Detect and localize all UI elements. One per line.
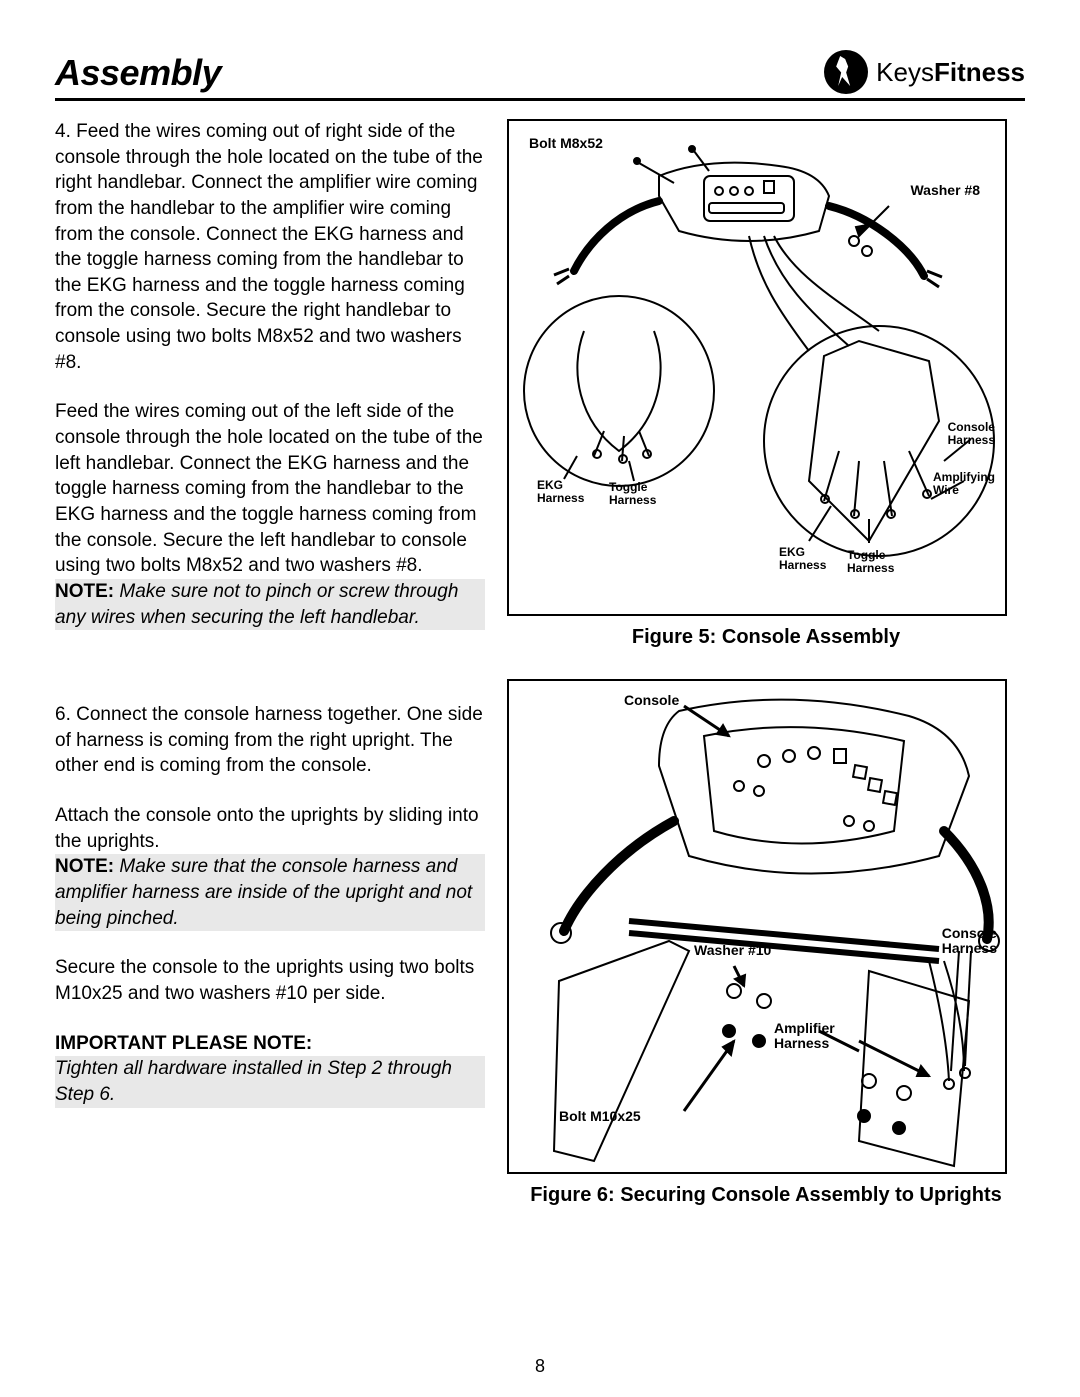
fig6-label-console-harness: Console Harness <box>942 926 997 957</box>
page-header: Assembly KeysFitness <box>55 50 1025 101</box>
fig5-label-toggle-l: Toggle Harness <box>609 481 656 507</box>
figure-6-drawing <box>509 681 1005 1172</box>
note-1: NOTE: Make sure not to pinch or screw th… <box>55 579 485 630</box>
figure-6-caption: Figure 6: Securing Console Assembly to U… <box>507 1184 1025 1207</box>
brand-text: KeysFitness <box>876 57 1025 88</box>
fig6-label-amp-harness: Amplifier Harness <box>774 1021 835 1052</box>
content-area: 4. Feed the wires coming out of right si… <box>55 119 1025 1207</box>
fig5-label-washer: Washer #8 <box>910 183 980 198</box>
brand: KeysFitness <box>824 50 1025 94</box>
note-2: NOTE: Make sure that the console har­nes… <box>55 854 485 931</box>
brand-light: Keys <box>876 57 934 87</box>
fig5-label-amp-wire: Amplifying Wire <box>933 471 995 497</box>
important-body: Tighten all hardware installed in Step 2… <box>55 1056 485 1107</box>
fig5-label-ekg-l: EKG Harness <box>537 479 584 505</box>
note-2-body: Make sure that the console har­ness and … <box>55 856 472 928</box>
figures-column: Bolt M8x52 Washer #8 EKG Harness Toggle … <box>507 119 1025 1207</box>
figure-5-box: Bolt M8x52 Washer #8 EKG Harness Toggle … <box>507 119 1007 616</box>
step-6-para-2: Attach the console onto the uprights by … <box>55 803 485 854</box>
step-4-para-2: Feed the wires coming out of the left si… <box>55 399 485 578</box>
note-1-label: NOTE: <box>55 581 114 602</box>
page-number: 8 <box>0 1356 1080 1377</box>
step-4-para-1: 4. Feed the wires coming out of right si… <box>55 119 485 375</box>
note-1-body: Make sure not to pinch or screw through … <box>55 581 458 628</box>
step-6-para-3: Secure the console to the uprights using… <box>55 955 485 1006</box>
fig5-label-bolt: Bolt M8x52 <box>529 136 603 151</box>
fig5-label-console-harness: Console Harness <box>948 421 995 447</box>
figure-5-caption: Figure 5: Console Assembly <box>507 626 1025 649</box>
important-heading: IMPORTANT PLEASE NOTE: <box>55 1031 485 1057</box>
fig6-label-console: Console <box>624 693 679 708</box>
fig6-label-washer10: Washer #10 <box>694 943 771 958</box>
fig5-label-toggle-r: Toggle Harness <box>847 549 894 575</box>
fig6-label-bolt10: Bolt M10x25 <box>559 1109 641 1124</box>
instructions-column: 4. Feed the wires coming out of right si… <box>55 119 485 1207</box>
brand-logo-icon <box>824 50 868 94</box>
brand-bold: Fitness <box>934 57 1025 87</box>
figure-6-box: Console Washer #10 Console Harness Ampli… <box>507 679 1007 1174</box>
step-6-para-1: 6. Connect the console harness together.… <box>55 702 485 779</box>
page-title: Assembly <box>55 52 221 94</box>
fig5-label-ekg-r: EKG Harness <box>779 546 826 572</box>
note-2-label: NOTE: <box>55 856 114 877</box>
